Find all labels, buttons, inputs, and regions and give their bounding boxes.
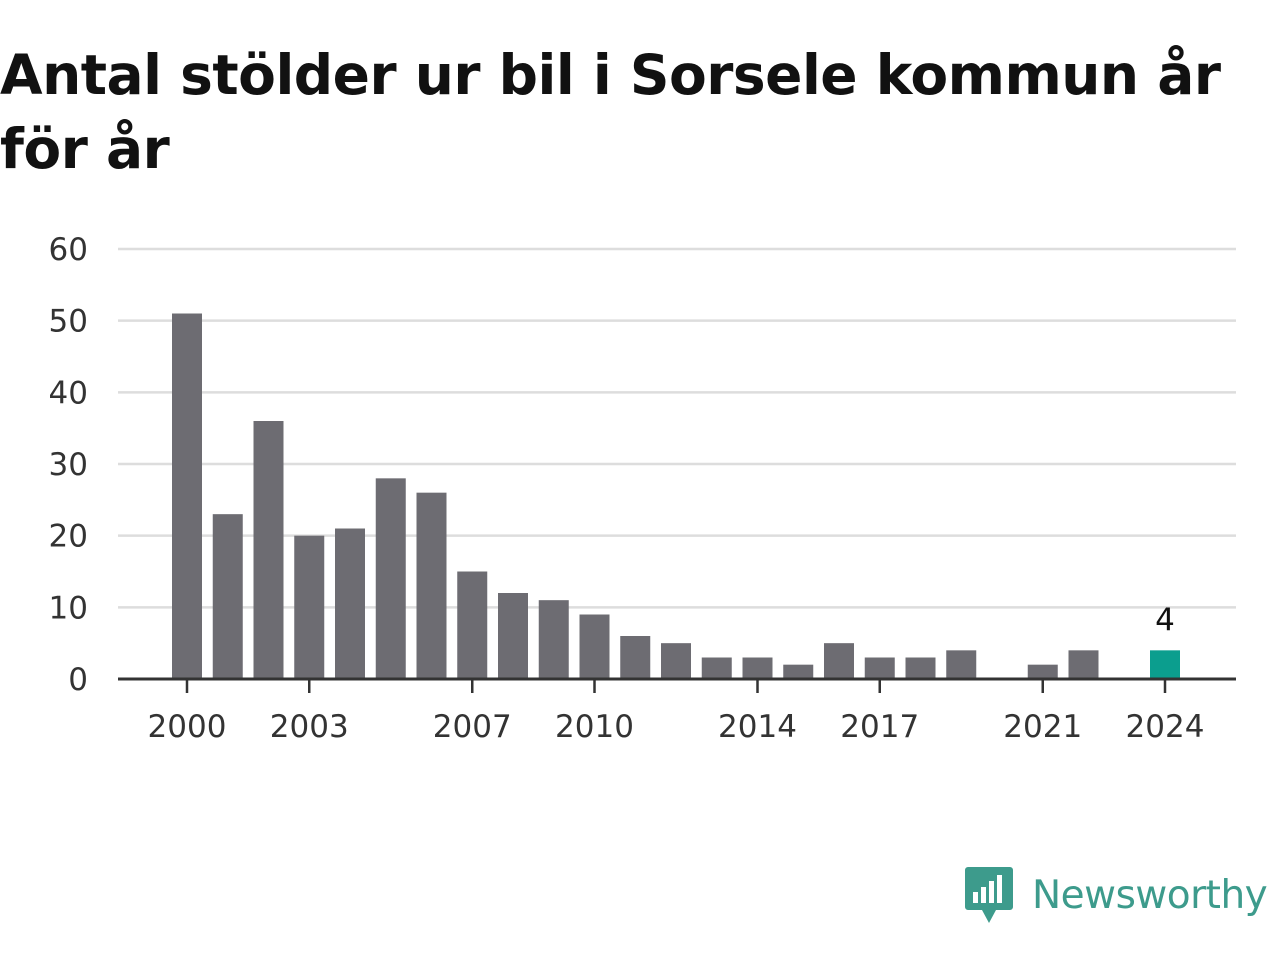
bar-2022 [1068,650,1099,679]
bar-2003 [294,535,325,679]
bar-2016 [824,643,854,679]
x-tick-label: 2017 [840,709,919,745]
data-label: 4 [1155,602,1175,638]
y-tick-label: 60 [49,232,88,268]
bar-2009 [538,600,569,679]
x-tick-label: 2014 [718,709,797,745]
x-tick-label: 2003 [270,709,349,745]
bar-2018 [905,657,936,679]
x-tick-label: 2024 [1126,709,1205,745]
bar-2005 [375,478,406,679]
bar-2014 [742,657,773,679]
bar-2017 [864,657,895,679]
y-tick-label: 0 [68,662,88,698]
y-tick-label: 20 [49,519,88,555]
bars [172,313,1180,679]
grid-lines [118,247,1236,609]
bar-2008 [498,593,528,679]
chart-title: Antal stölder ur bil i Sorsele kommun år… [0,43,1221,181]
bar-2011 [620,636,651,679]
x-tick-label: 2000 [148,709,227,745]
bar-2021 [1027,664,1058,679]
bar-2006 [416,492,447,679]
logo-text: Newsworthy [1032,872,1268,918]
bar-2000 [172,313,202,679]
newsworthy-logo: Newsworthy [964,864,1268,926]
bar-2024 [1150,650,1180,679]
bar-2012 [661,643,691,679]
bar-2010 [579,614,610,679]
bar-2019 [946,650,977,679]
bar-chart-speech-bubble-icon [965,867,1013,923]
y-tick-label: 10 [49,590,88,626]
y-tick-label: 40 [49,375,88,411]
x-axis-ticks: 2000 2003 2007 2010 2014 2017 2021 2024 [148,679,1205,745]
x-tick-label: 2021 [1003,709,1082,745]
bar-2007 [457,571,488,679]
data-labels: 4 [1155,602,1175,638]
y-axis-ticks: 0 10 20 30 40 50 60 [49,232,88,698]
bar-2002 [253,421,284,679]
x-tick-label: 2010 [555,709,634,745]
x-tick-label: 2007 [433,709,512,745]
bar-2004 [335,528,365,679]
bar-2015 [783,664,814,679]
bar-2001 [212,514,243,679]
bar-2013 [701,657,732,679]
y-tick-label: 50 [49,304,88,340]
y-tick-label: 30 [49,447,88,483]
